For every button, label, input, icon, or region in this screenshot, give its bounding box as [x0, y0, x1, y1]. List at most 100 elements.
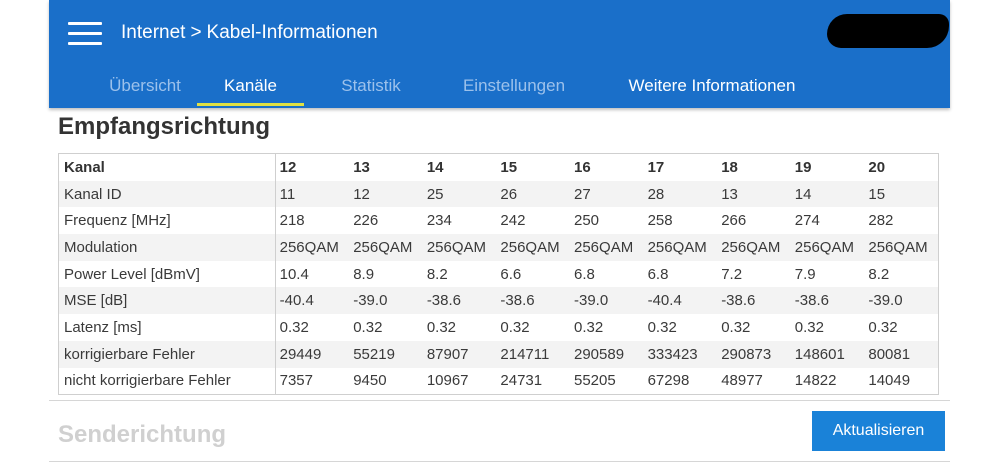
- breadcrumb: Internet > Kabel-Informationen: [121, 20, 378, 46]
- table-cell: 256QAM: [643, 234, 718, 261]
- table-cell: 218: [279, 212, 305, 230]
- table-cell: 48977: [721, 372, 763, 390]
- table-cell: 11: [275, 180, 350, 208]
- table-cell: 256QAM: [422, 234, 497, 261]
- table-header-row: Kanal 12 13 14 15 16 17 18 19 20: [59, 154, 938, 181]
- table-row: Frequenz [MHz] 218 226 234 242 250 258 266 274 28…: [59, 207, 938, 235]
- table-cell: 256QAM: [496, 234, 570, 261]
- row-label: nicht korrigierbare Fehler: [59, 367, 276, 395]
- table-cell: 8.2: [868, 265, 890, 283]
- table-cell: 7.9: [794, 265, 816, 283]
- section-divider: [49, 400, 950, 401]
- app-header: Internet > Kabel-Informationen Übersicht K…: [49, 0, 950, 108]
- table-cell: 8.9: [353, 265, 375, 283]
- breadcrumb-page: Kabel-Informationen: [206, 22, 378, 43]
- table-cell: 10967: [426, 372, 469, 390]
- table-cell: 0.32: [353, 318, 383, 336]
- table-cell: 14049: [868, 372, 911, 390]
- tab-weitere-informationen[interactable]: Weitere Informationen: [621, 64, 803, 108]
- hamburger-menu-icon[interactable]: [68, 20, 102, 46]
- table-cell: 6.8: [574, 265, 595, 283]
- tab-uebersicht[interactable]: Übersicht: [89, 64, 201, 108]
- table-cell: 67298: [647, 372, 690, 390]
- row-label: MSE [dB]: [59, 287, 276, 315]
- table-cell: -39.0: [570, 287, 644, 315]
- table-cell: 0.32: [647, 318, 677, 336]
- tab-label: Weitere Informationen: [628, 76, 796, 95]
- table-cell: 15: [864, 180, 938, 208]
- table-cell: 55205: [574, 372, 616, 390]
- table-cell: -40.4: [643, 287, 718, 315]
- tab-einstellungen[interactable]: Einstellungen: [455, 64, 573, 108]
- table-cell: 8.2: [426, 265, 448, 283]
- table-row: Power Level [dBmV] 10.4 8.9 8.2 6.6 6.8 6.8 7.2…: [59, 260, 938, 288]
- table-row: Kanal ID 11 12 25 26 27 28 13 14 15: [59, 180, 938, 208]
- table-row: korrigierbare Fehler 29449 55219 87907 21471…: [59, 340, 938, 368]
- breadcrumb-separator: >: [190, 22, 202, 43]
- channel-header-cell: 17: [647, 158, 665, 176]
- downstream-table: Kanal 12 13 14 15 16 17 18 19 20 Kanal ID 11 12 25 26 2…: [58, 153, 939, 395]
- table-cell: 80081: [864, 340, 938, 368]
- row-label: Kanal: [59, 154, 276, 181]
- row-label: korrigierbare Fehler: [59, 340, 276, 368]
- table-cell: 12: [349, 180, 423, 208]
- table-cell: 282: [868, 212, 894, 230]
- table-cell: 24731: [500, 372, 543, 390]
- channel-header-cell: 14: [426, 158, 444, 176]
- table-cell: 226: [353, 212, 379, 230]
- channel-header-cell: 12: [279, 158, 297, 176]
- table-cell: 0.32: [500, 318, 530, 336]
- channel-header-cell: 20: [868, 158, 886, 176]
- row-label: Kanal ID: [59, 180, 276, 208]
- tab-statistik[interactable]: Statistik: [331, 64, 411, 108]
- table-cell: 0.32: [868, 318, 898, 336]
- tab-label: Statistik: [341, 76, 401, 95]
- table-cell: 234: [426, 212, 452, 230]
- channel-header-cell: 18: [721, 158, 738, 176]
- table-cell: 214711: [496, 340, 570, 368]
- table-cell: 256QAM: [717, 234, 791, 261]
- table-cell: 55219: [349, 340, 423, 368]
- table-cell: 258: [647, 212, 673, 230]
- table-cell: 250: [574, 212, 600, 230]
- table-cell: 29449: [275, 340, 350, 368]
- table-cell: 9450: [353, 372, 387, 390]
- table-row: Latenz [ms] 0.32 0.32 0.32 0.32 0.32 0.32 0.32 0…: [59, 314, 938, 341]
- table-cell: 333423: [643, 340, 718, 368]
- table-cell: -39.0: [864, 287, 938, 315]
- table-cell: 0.32: [574, 318, 604, 336]
- table-cell: -38.6: [790, 287, 865, 315]
- breadcrumb-section[interactable]: Internet: [121, 22, 186, 43]
- row-label: Power Level [dBmV]: [59, 260, 276, 288]
- channel-header-cell: 15: [500, 158, 518, 176]
- table-cell: 256QAM: [864, 234, 938, 261]
- upstream-title[interactable]: Senderichtung: [58, 421, 227, 448]
- channel-header-cell: 13: [353, 158, 370, 176]
- table-cell: 87907: [422, 340, 497, 368]
- table-cell: 256QAM: [275, 234, 350, 261]
- table-cell: 14: [790, 180, 865, 208]
- row-label: Latenz [ms]: [59, 314, 276, 341]
- refresh-button[interactable]: Aktualisieren: [812, 411, 945, 451]
- table-cell: 266: [721, 212, 747, 230]
- active-tab-indicator: [197, 103, 304, 106]
- table-cell: 242: [500, 212, 526, 230]
- tab-label: Kanäle: [224, 76, 277, 95]
- table-row: Modulation 256QAM 256QAM 256QAM 256QAM 256QAM…: [59, 234, 938, 261]
- table-cell: 256QAM: [790, 234, 865, 261]
- tab-kanaele[interactable]: Kanäle: [197, 64, 304, 108]
- channel-header-cell: 19: [794, 158, 812, 176]
- table-cell: 290589: [570, 340, 644, 368]
- tab-label: Übersicht: [109, 76, 181, 95]
- table-cell: 0.32: [426, 318, 457, 336]
- table-cell: -38.6: [422, 287, 497, 315]
- table-cell: 26: [496, 180, 570, 208]
- redacted-area: [827, 14, 949, 48]
- table-cell: -40.4: [275, 287, 350, 315]
- table-cell: 148601: [790, 340, 865, 368]
- tab-label: Einstellungen: [462, 76, 566, 95]
- table-cell: -39.0: [349, 287, 423, 315]
- table-cell: 7357: [279, 372, 313, 390]
- table-cell: 27: [570, 180, 644, 208]
- table-cell: 0.32: [721, 318, 751, 336]
